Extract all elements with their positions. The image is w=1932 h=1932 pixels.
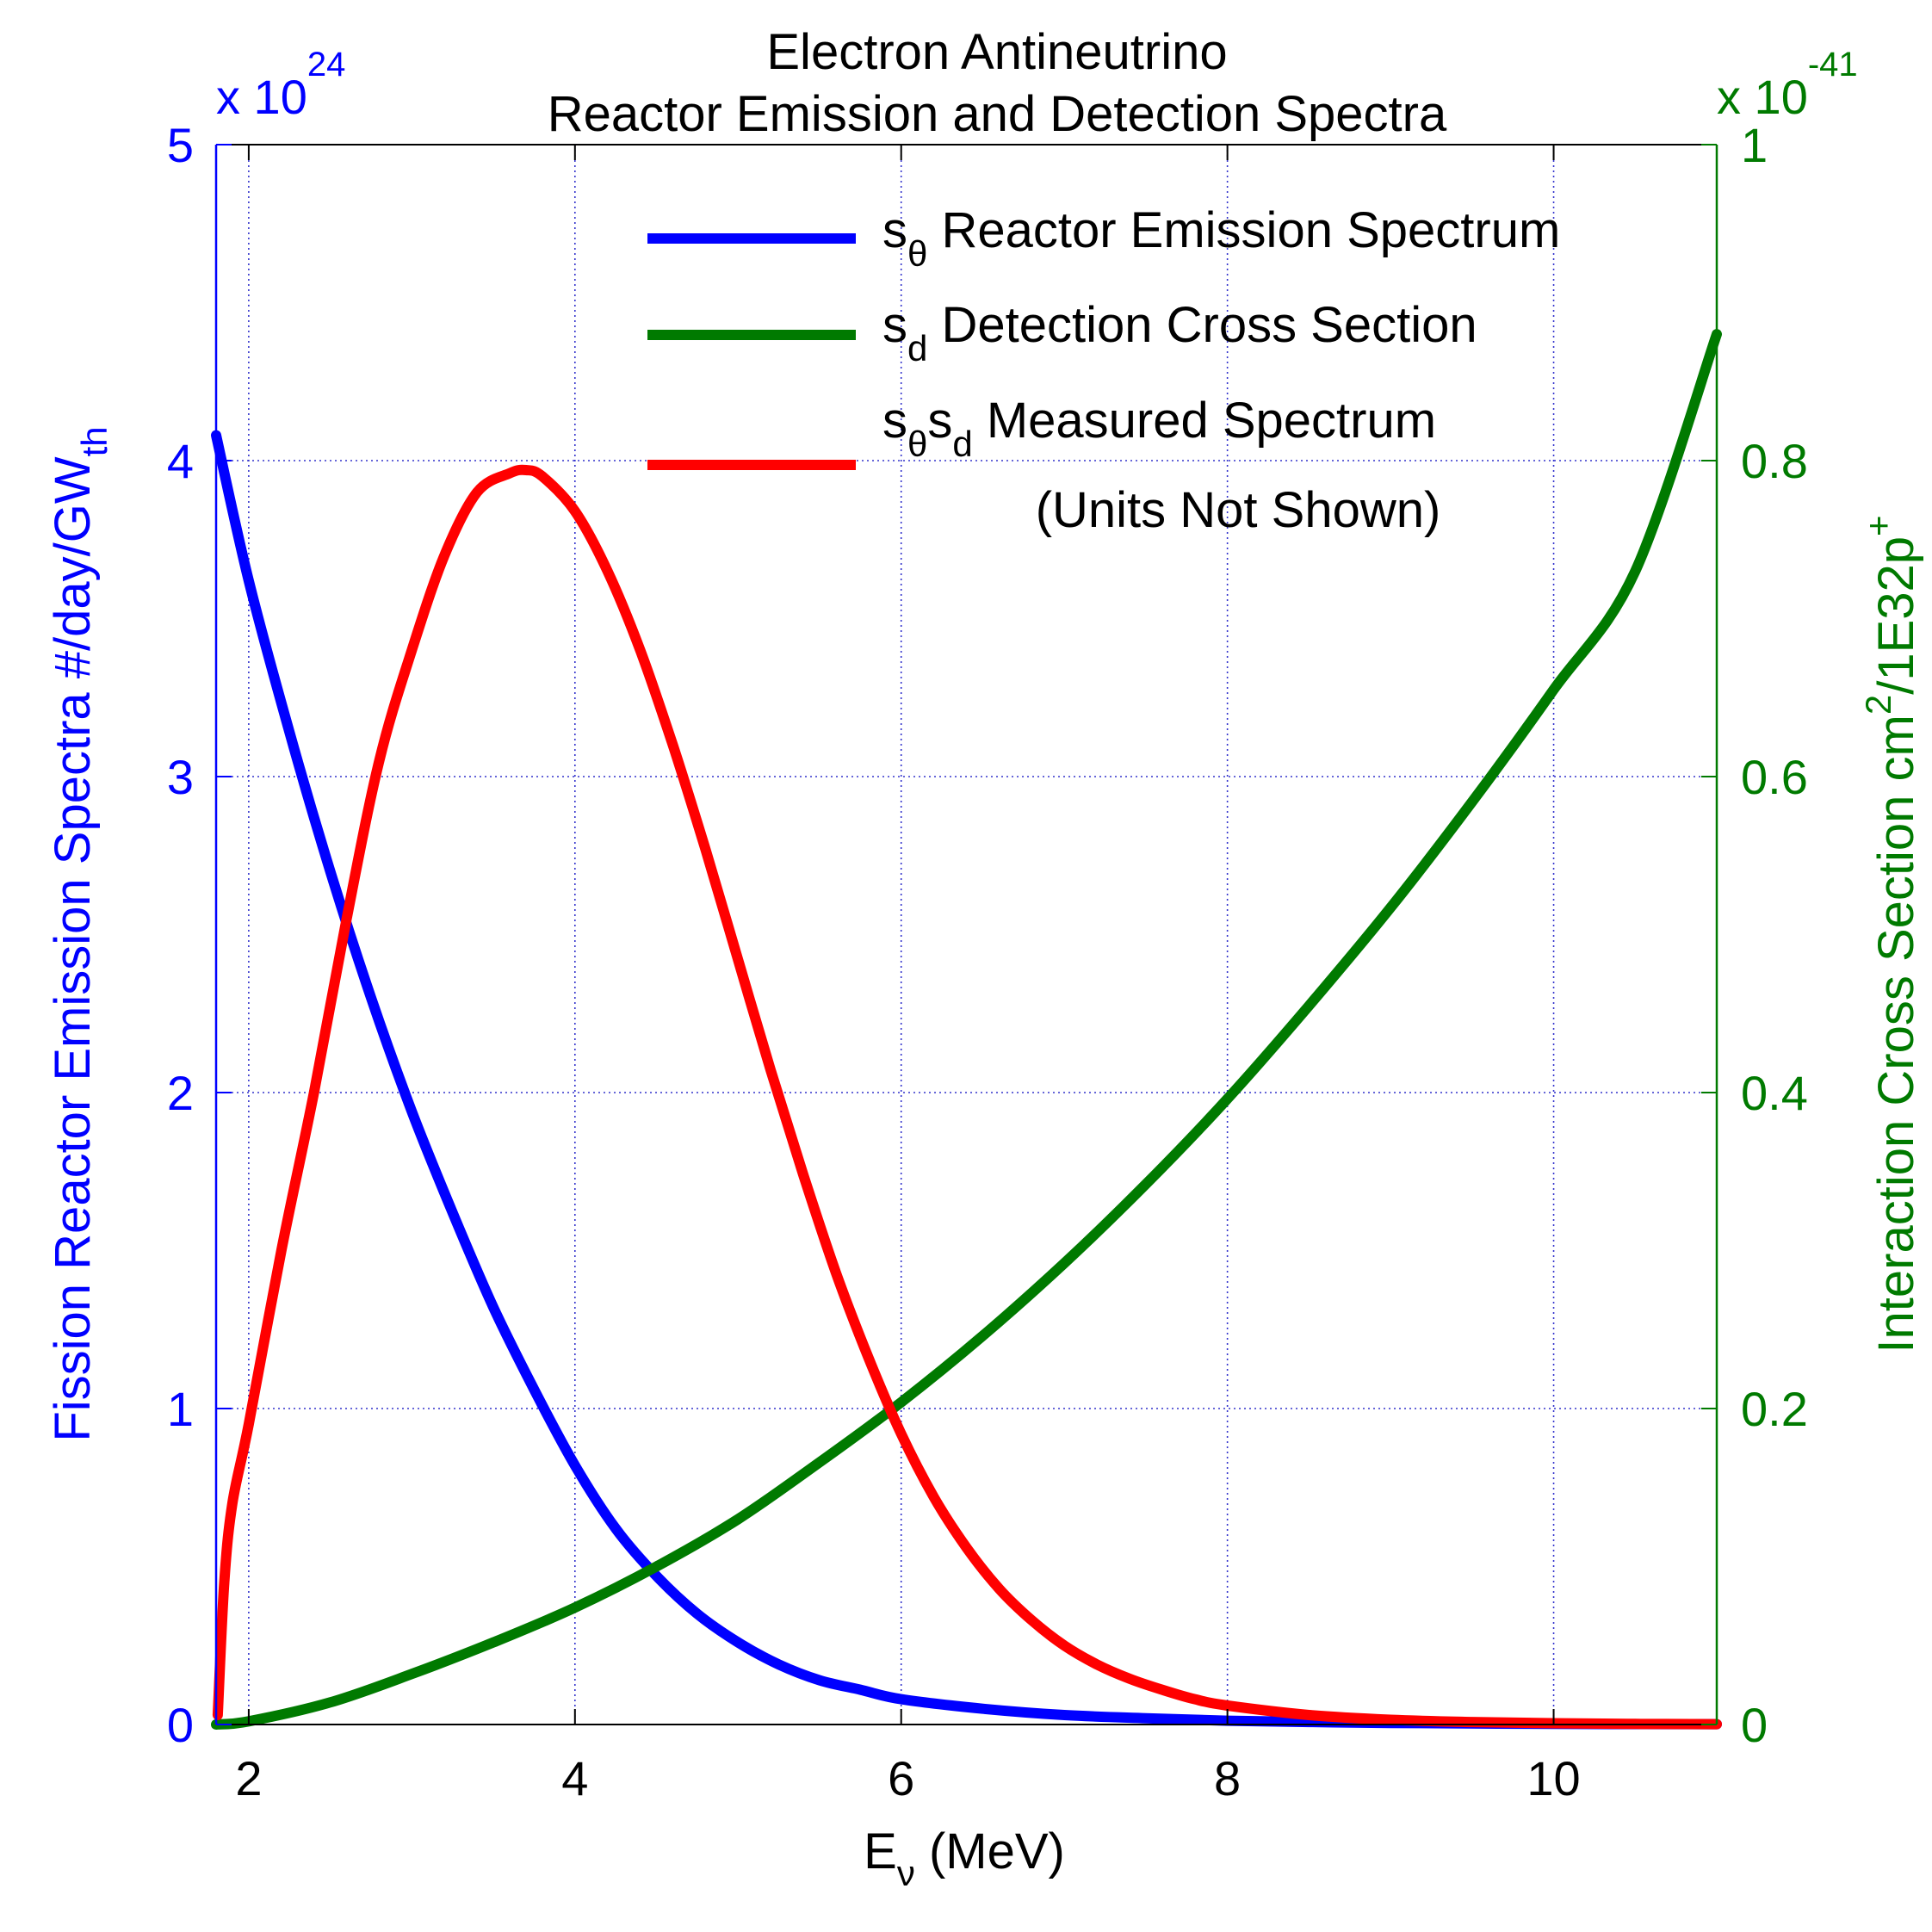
x-label-tail: (MeV) bbox=[915, 1824, 1065, 1879]
right-y-tick-label: 0.2 bbox=[1741, 1382, 1808, 1436]
left-axis-multiplier: x 1024 bbox=[216, 46, 345, 124]
legend-measured-s1: s bbox=[882, 393, 907, 449]
right-y-axis-label: Interaction Cross Section cm2/1E32p+ bbox=[1858, 515, 1924, 1353]
legend-label-cross-section: sd Detection Cross Section bbox=[882, 297, 1477, 368]
legend-cross-section-sub: d bbox=[907, 328, 927, 368]
legend-emission-sub: θ bbox=[907, 233, 927, 274]
legend-emission-text: Reactor Emission Spectrum bbox=[927, 202, 1560, 258]
measured-spectrum-line bbox=[212, 464, 1722, 1730]
right-multiplier-base: x 10 bbox=[1717, 70, 1808, 124]
x-tick-label: 2 bbox=[235, 1751, 262, 1805]
left-y-axis-label: Fission Reactor Emission Spectra #/day/G… bbox=[45, 426, 115, 1441]
right-y-tick-label: 0.6 bbox=[1741, 750, 1808, 804]
left-y-tick-label: 3 bbox=[167, 750, 194, 804]
x-label-subscript: ν bbox=[897, 1853, 915, 1893]
left-y-tick-label: 0 bbox=[167, 1698, 194, 1752]
right-y-tick-label: 1 bbox=[1741, 118, 1768, 172]
left-y-tick-label: 4 bbox=[167, 434, 194, 488]
grid bbox=[216, 145, 1717, 1725]
left-multiplier-exponent: 24 bbox=[307, 46, 346, 84]
x-tick-label: 8 bbox=[1214, 1751, 1241, 1805]
left-y-tick-label: 1 bbox=[167, 1382, 194, 1436]
legend-note: (Units Not Shown) bbox=[1036, 482, 1441, 538]
left-y-label-subscript: th bbox=[74, 426, 115, 456]
legend-measured-sub1: θ bbox=[907, 424, 927, 464]
right-y-label-mid: /1E32p bbox=[1868, 536, 1924, 695]
x-label-main: E bbox=[864, 1824, 897, 1879]
chart-title-line-1: Electron Antineutrino bbox=[766, 24, 1227, 80]
right-y-tick-label: 0.4 bbox=[1741, 1066, 1808, 1120]
legend-label-emission: sθ Reactor Emission Spectrum bbox=[882, 202, 1560, 274]
legend-label-measured: sθsd Measured Spectrum bbox=[882, 393, 1436, 464]
ticks: 2 4 6 8 10 0 1 2 3 4 5 0 0.2 0.4 0.6 0.8 1 bbox=[167, 118, 1808, 1805]
left-y-tick-label: 2 bbox=[167, 1066, 194, 1120]
series-layer bbox=[211, 329, 1722, 1730]
right-axis-multiplier: x 10-41 bbox=[1717, 46, 1858, 124]
right-y-label-superscript: 2 bbox=[1858, 695, 1898, 715]
legend-cross-section-text: Detection Cross Section bbox=[927, 297, 1477, 353]
legend-cross-section-s: s bbox=[882, 297, 907, 353]
legend-measured-text: Measured Spectrum bbox=[973, 393, 1436, 449]
left-multiplier-base: x 10 bbox=[216, 70, 307, 124]
legend-measured-sub2: d bbox=[952, 424, 972, 464]
plot-background bbox=[216, 145, 1717, 1725]
cross-section-line bbox=[211, 329, 1722, 1730]
left-y-label-main: Fission Reactor Emission Spectra #/day/G… bbox=[45, 456, 101, 1442]
legend: sθ Reactor Emission Spectrum sd Detectio… bbox=[647, 202, 1560, 538]
chart-title-line-2: Reactor Emission and Detection Spectra bbox=[548, 86, 1447, 142]
right-multiplier-exponent: -41 bbox=[1808, 46, 1858, 84]
right-y-label-superscript-2: + bbox=[1858, 515, 1898, 536]
left-y-tick-label: 5 bbox=[167, 118, 194, 172]
x-tick-label: 4 bbox=[561, 1751, 588, 1805]
legend-emission-s: s bbox=[882, 202, 907, 258]
right-y-label-main: Interaction Cross Section cm bbox=[1868, 715, 1924, 1353]
x-tick-label: 6 bbox=[888, 1751, 914, 1805]
right-y-tick-label: 0 bbox=[1741, 1698, 1768, 1752]
legend-measured-s2: s bbox=[927, 393, 952, 449]
x-tick-label: 10 bbox=[1526, 1751, 1580, 1805]
right-y-tick-label: 0.8 bbox=[1741, 434, 1808, 488]
x-axis-label: Eν (MeV) bbox=[864, 1824, 1065, 1893]
